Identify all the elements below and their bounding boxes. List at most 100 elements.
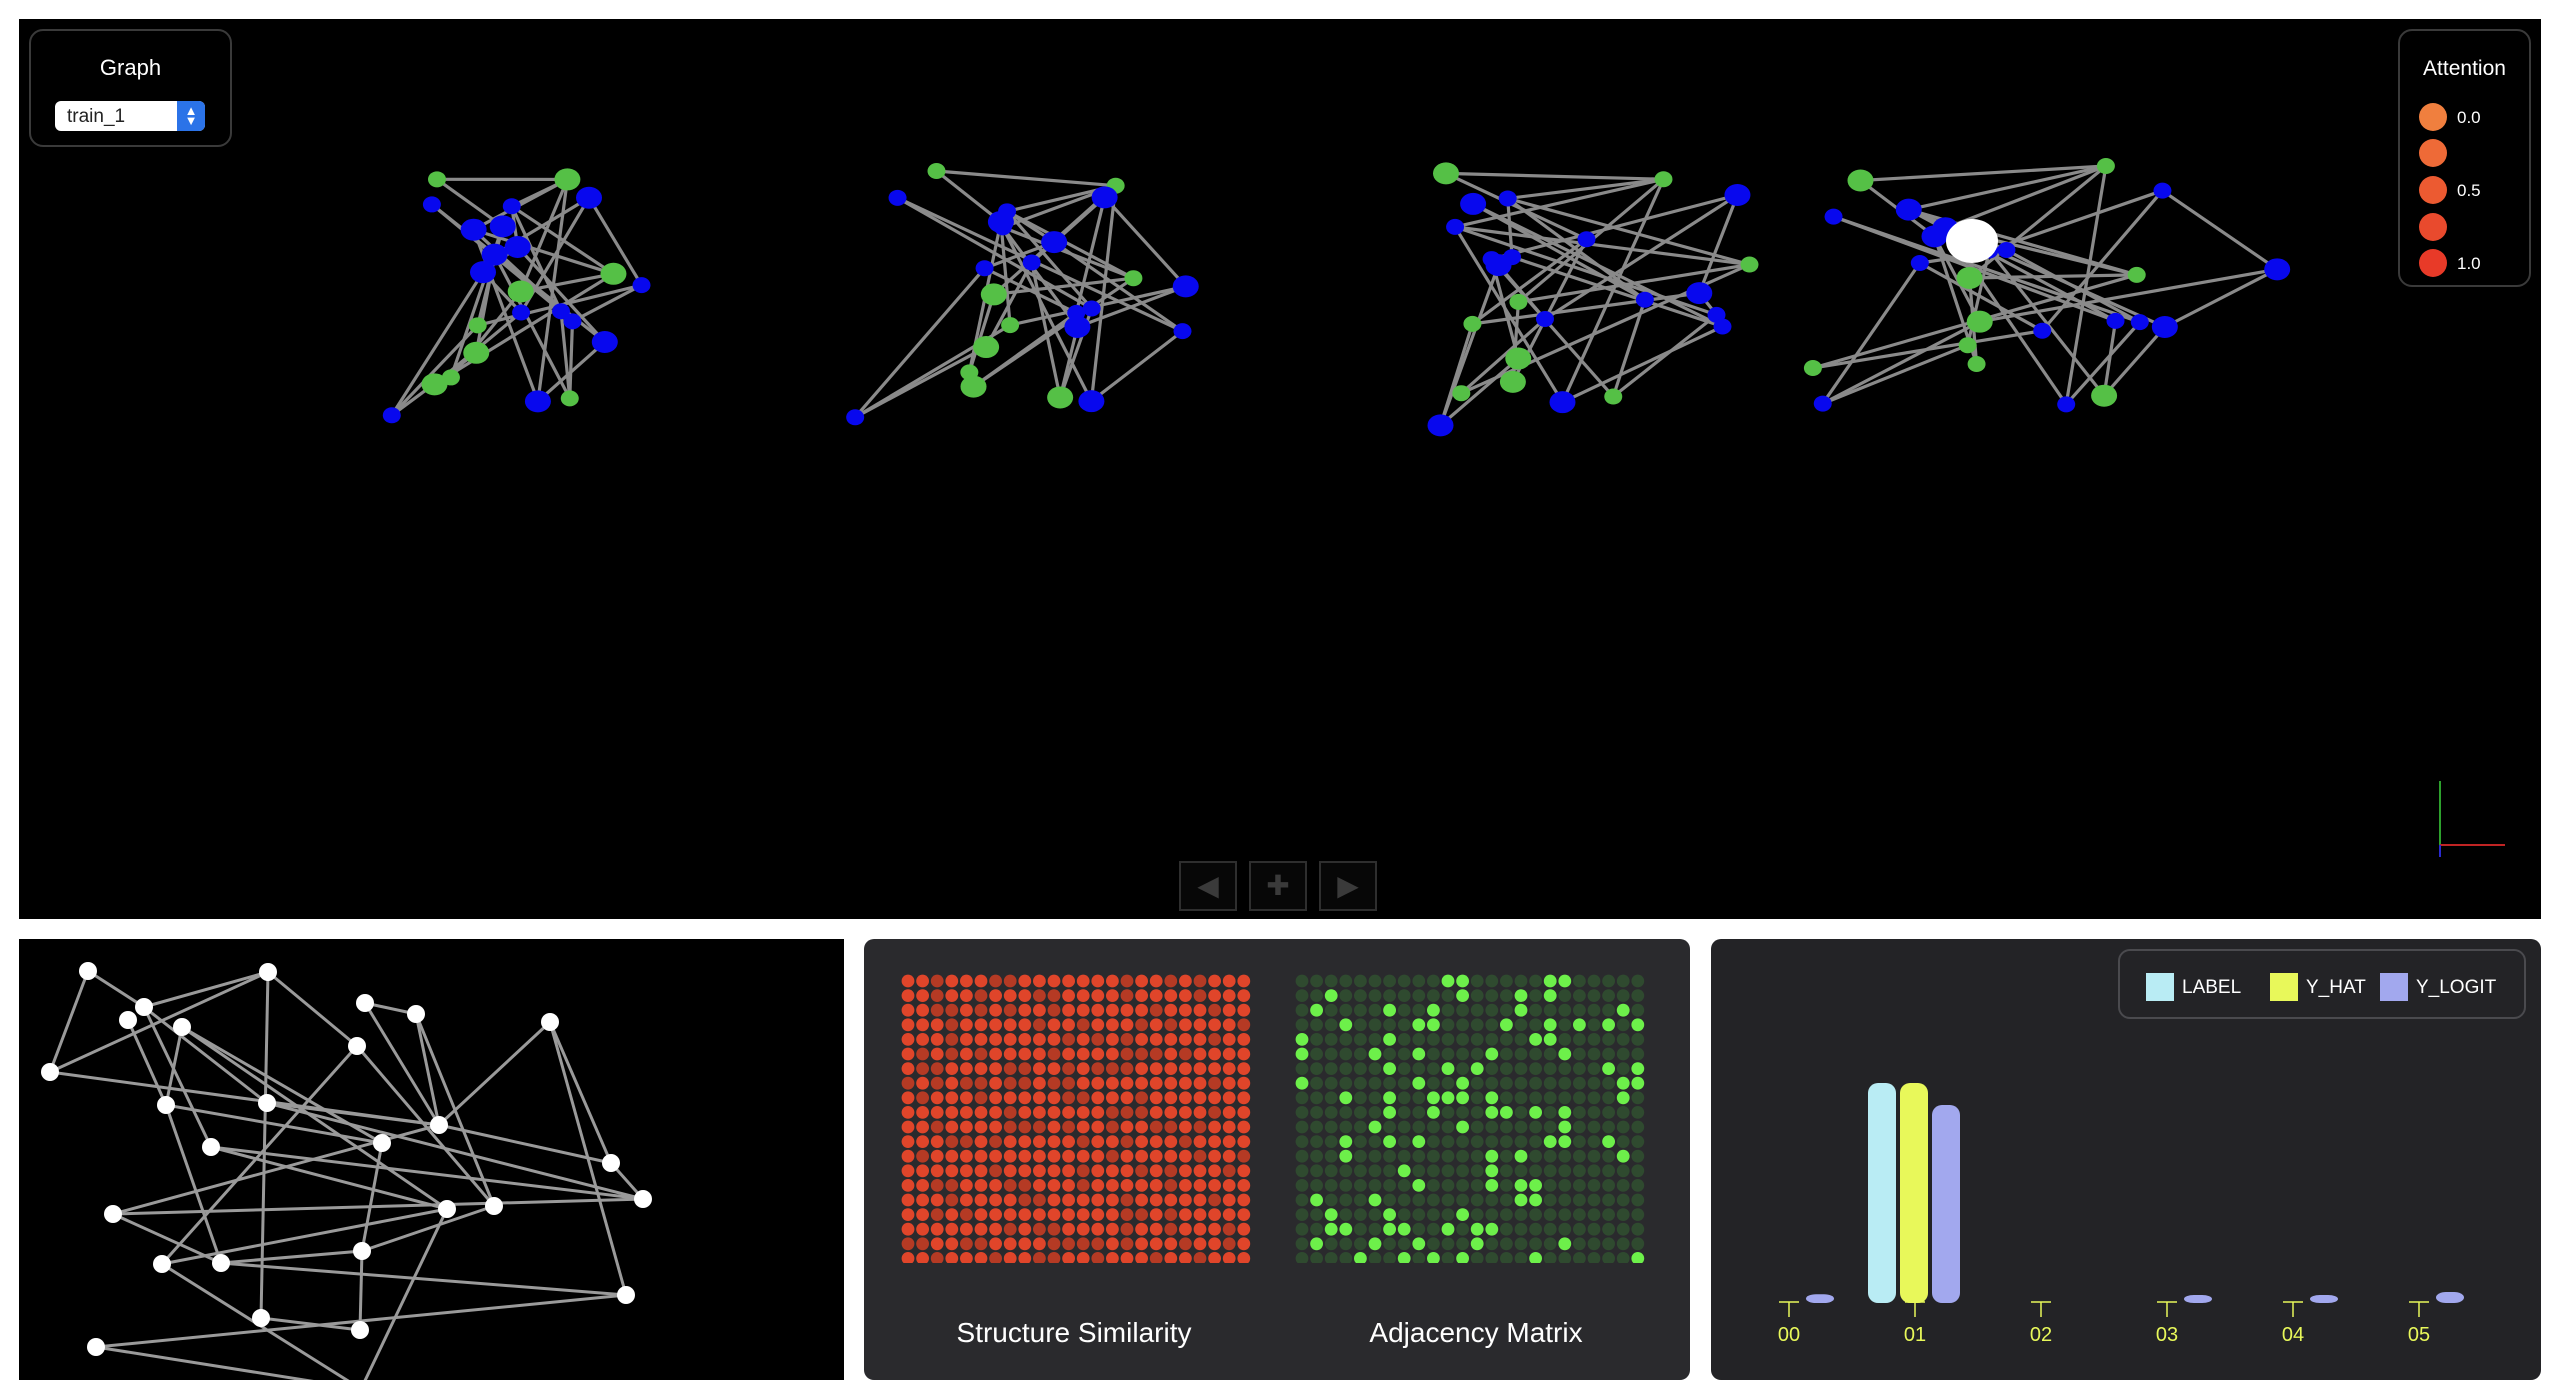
adjacency-cell <box>1529 1252 1542 1263</box>
similarity-cell <box>902 1164 915 1177</box>
similarity-cell <box>1194 1150 1207 1163</box>
adjacency-cell <box>1412 975 1425 988</box>
graph-node <box>633 277 651 293</box>
similarity-cell <box>1062 1223 1075 1236</box>
adjacency-cell <box>1339 1252 1352 1263</box>
similarity-cell <box>1194 1194 1207 1207</box>
similarity-cell <box>931 1106 944 1119</box>
previous-button[interactable]: ◀ <box>1179 861 1237 911</box>
graph-3d-view[interactable]: Graph train_1 ▲ ▼ Attention 0.0 0.5 1.0 ◀… <box>19 19 2541 919</box>
adjacency-cell <box>1588 1194 1601 1207</box>
similarity-cell <box>1164 1208 1177 1221</box>
graph-2d-canvas[interactable] <box>19 939 844 1380</box>
similarity-cell <box>960 1121 973 1134</box>
graph-2d-node <box>541 1013 559 1031</box>
adjacency-cell <box>1325 1194 1338 1207</box>
similarity-cell <box>1179 1033 1192 1046</box>
adjacency-cell <box>1310 975 1323 988</box>
adjacency-cell <box>1325 1121 1338 1134</box>
adjacency-cell <box>1398 1208 1411 1221</box>
similarity-cell <box>975 1004 988 1017</box>
adjacency-cell <box>1602 1033 1615 1046</box>
adjacency-cell <box>1631 1135 1644 1148</box>
adjacency-cell <box>1529 1062 1542 1075</box>
adjacency-cell <box>1471 1077 1484 1090</box>
similarity-cell <box>945 1121 958 1134</box>
similarity-cell <box>960 1194 973 1207</box>
similarity-cell <box>1150 1091 1163 1104</box>
graph-2d-view[interactable] <box>19 939 844 1380</box>
legend-swatch-yhat <box>2270 973 2298 1001</box>
graph-node <box>1047 386 1073 408</box>
graph-node <box>490 215 516 237</box>
adjacency-cell <box>1383 1106 1396 1119</box>
graph-2d-node <box>259 963 277 981</box>
similarity-cell <box>1237 989 1250 1002</box>
adjacency-cell <box>1310 1223 1323 1236</box>
adjacency-cell <box>1602 975 1615 988</box>
graph-layers-canvas[interactable] <box>19 19 2541 919</box>
similarity-cell <box>1033 1252 1046 1263</box>
graph-select[interactable]: train_1 ▲ ▼ <box>55 101 205 131</box>
adjacency-cell <box>1588 1062 1601 1075</box>
similarity-cell <box>916 1121 929 1134</box>
adjacency-cell <box>1529 1237 1542 1250</box>
similarity-cell <box>1135 1208 1148 1221</box>
structure-similarity-caption: Structure Similarity <box>904 1317 1244 1349</box>
similarity-cell <box>1106 1179 1119 1192</box>
graph-2d-edge <box>550 1022 611 1163</box>
adjacency-cell <box>1544 1121 1557 1134</box>
adjacency-cell <box>1427 1208 1440 1221</box>
adjacency-cell <box>1500 1048 1513 1061</box>
similarity-cell <box>1048 1208 1061 1221</box>
adjacency-matrix[interactable] <box>1294 973 1654 1263</box>
structure-similarity-matrix[interactable] <box>900 973 1260 1263</box>
graph-node <box>2107 313 2125 329</box>
add-layer-button[interactable]: ✚ <box>1249 861 1307 911</box>
graph-node <box>1064 316 1090 338</box>
adjacency-cell <box>1354 1048 1367 1061</box>
next-button[interactable]: ▶ <box>1319 861 1377 911</box>
adjacency-cell <box>1617 1033 1630 1046</box>
similarity-cell <box>1077 1062 1090 1075</box>
similarity-cell <box>1179 1077 1192 1090</box>
similarity-cell <box>1121 1048 1134 1061</box>
similarity-cell <box>1237 1121 1250 1134</box>
similarity-cell <box>1033 989 1046 1002</box>
similarity-cell <box>1121 1018 1134 1031</box>
adjacency-cell <box>1354 1194 1367 1207</box>
adjacency-cell <box>1485 1179 1498 1192</box>
adjacency-cell <box>1427 1004 1440 1017</box>
similarity-cell <box>1150 1004 1163 1017</box>
similarity-cell <box>1091 1164 1104 1177</box>
similarity-cell <box>1018 1194 1031 1207</box>
graph-node <box>1921 225 1947 247</box>
similarity-cell <box>989 1150 1002 1163</box>
similarity-cell <box>1164 1179 1177 1192</box>
similarity-cell <box>1194 1091 1207 1104</box>
similarity-cell <box>960 1237 973 1250</box>
similarity-cell <box>1179 1208 1192 1221</box>
adjacency-cell <box>1544 1106 1557 1119</box>
adjacency-cell <box>1398 1194 1411 1207</box>
similarity-cell <box>902 1121 915 1134</box>
similarity-cell <box>945 989 958 1002</box>
similarity-cell <box>1121 1208 1134 1221</box>
similarity-cell <box>1194 1237 1207 1250</box>
similarity-cell <box>1121 1179 1134 1192</box>
adjacency-cell <box>1485 1106 1498 1119</box>
graph-node <box>973 336 999 358</box>
similarity-cell <box>1150 1179 1163 1192</box>
adjacency-cell <box>1500 1194 1513 1207</box>
similarity-cell <box>945 1237 958 1250</box>
similarity-cell <box>1208 1179 1221 1192</box>
adjacency-cell <box>1500 1223 1513 1236</box>
similarity-cell <box>931 1208 944 1221</box>
adjacency-cell <box>1412 1150 1425 1163</box>
similarity-cell <box>945 1150 958 1163</box>
adjacency-cell <box>1529 1048 1542 1061</box>
adjacency-cell <box>1573 1077 1586 1090</box>
similarity-cell <box>1194 1048 1207 1061</box>
similarity-cell <box>1018 1252 1031 1263</box>
similarity-cell <box>1106 1106 1119 1119</box>
